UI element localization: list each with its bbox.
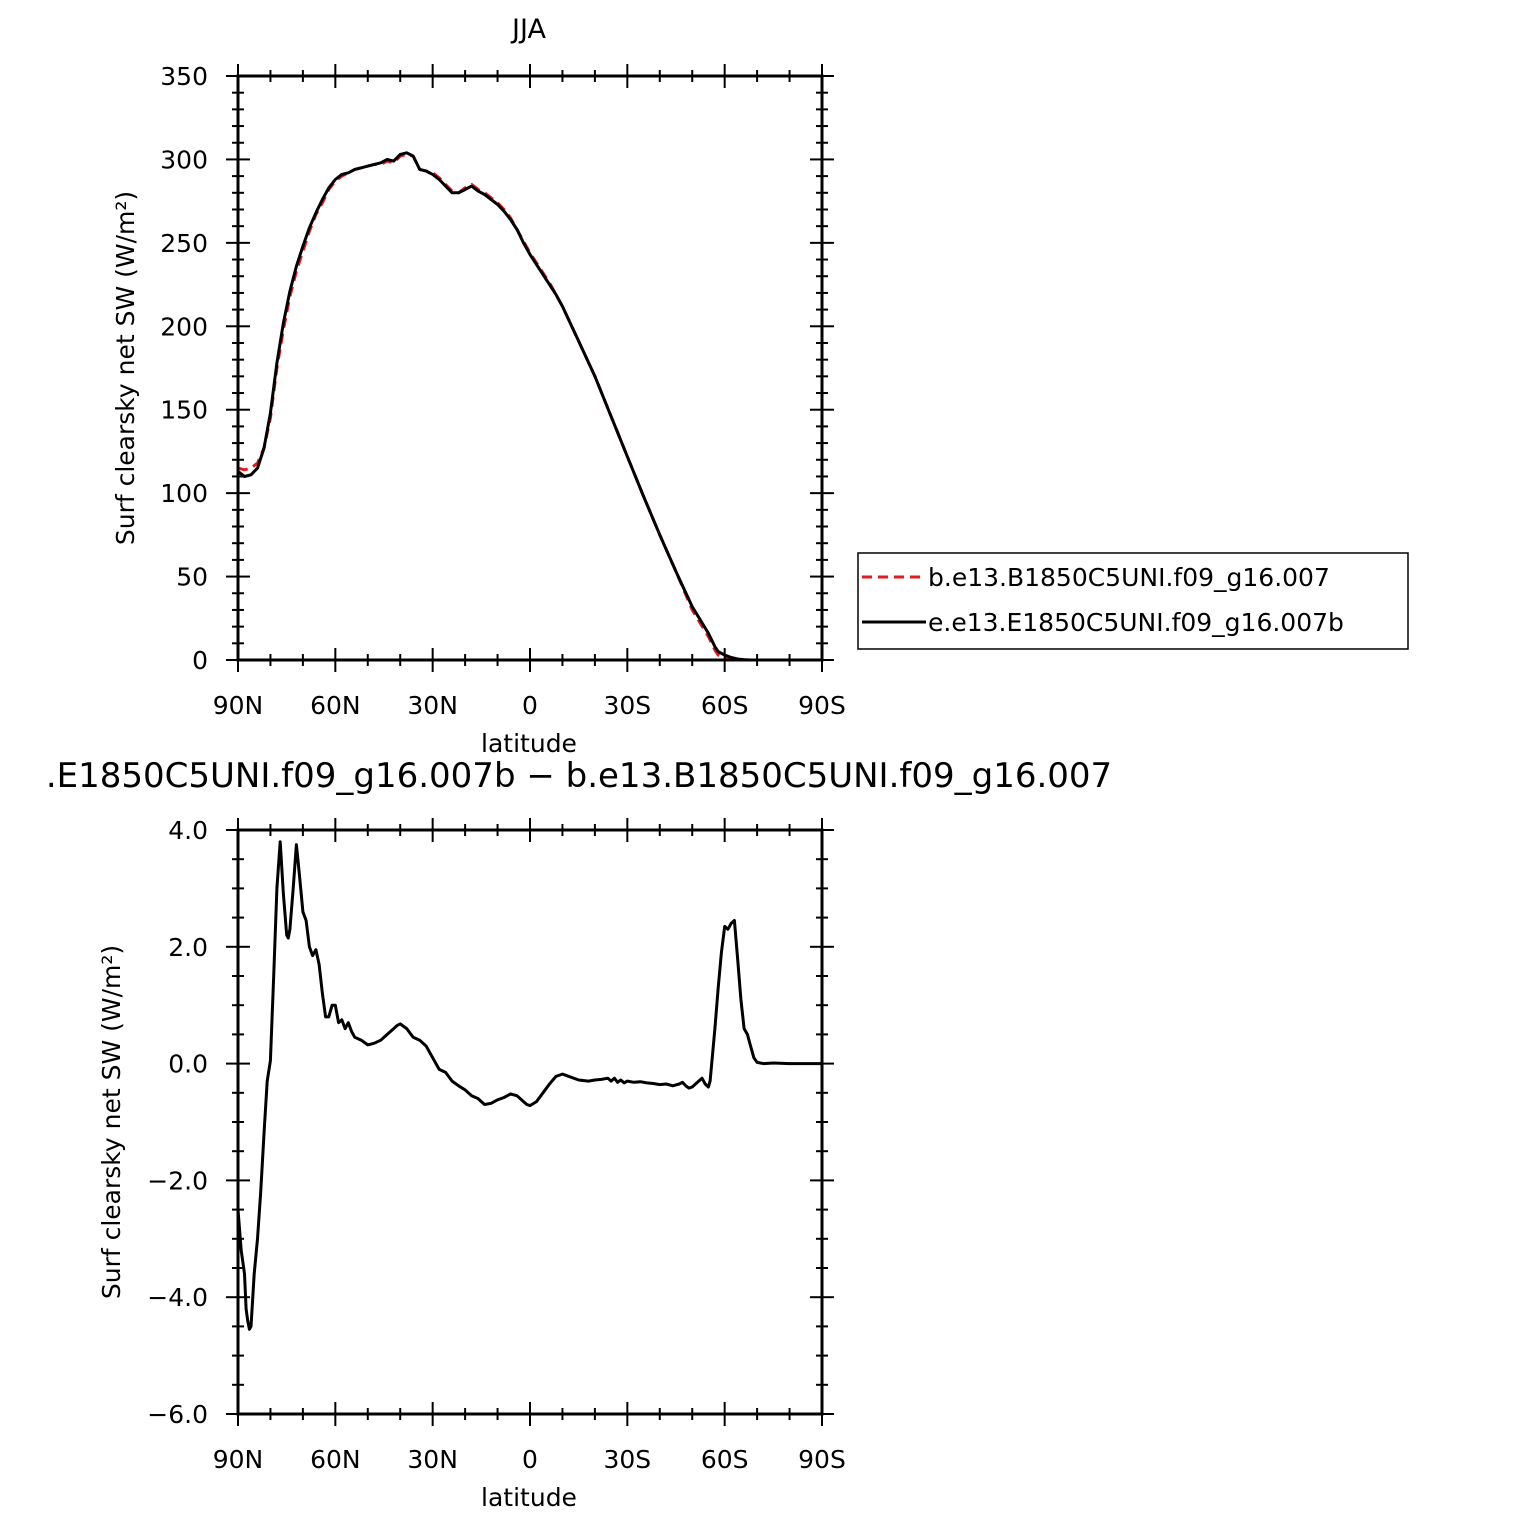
panel-bottom-ylabel: Surf clearsky net SW (W/m²) [97,945,126,1299]
panel-bottom-series-group [236,840,822,1331]
panel-top-x-tick-label: 90N [213,691,264,720]
legend-box [857,552,1409,650]
panel-top-y-tick-label: 250 [160,229,208,258]
panel-bottom-title: .E1850C5UNI.f09_g16.007b − b.e13.B1850C5… [46,756,1112,796]
panel-bottom-plot-frame [236,828,824,1416]
panel-bottom-y-tick-label: 0.0 [168,1050,208,1079]
panel-bottom-x-tick-label: 90S [798,1445,846,1474]
panel-top-y-tick-label: 100 [160,479,208,508]
panel-bottom-x-tick-label: 60S [701,1445,749,1474]
panel-top-ylabel: Surf clearsky net SW (W/m²) [111,191,140,545]
panel-bottom-y-tick-label: −6.0 [147,1400,208,1429]
panel-top-series-line-2 [237,151,822,662]
legend-label-series-1: b.e13.B1850C5UNI.f09_g16.007 [928,563,1330,592]
panel-top-y-tick-label: 0 [192,646,208,675]
panel-bottom-x-tick-label: 60N [310,1445,361,1474]
panel-bottom-y-tick-label: −4.0 [147,1283,208,1312]
panel-bottom-x-tick-label: 30S [603,1445,651,1474]
panel-top-plot-frame [236,74,824,662]
panel-bottom-xlabel: latitude [481,1483,577,1512]
legend-label-series-2: e.e13.E1850C5UNI.f09_g16.007b [928,608,1344,637]
panel-top-y-tick-label: 50 [176,563,208,592]
panel-top-y-tick-label: 150 [160,396,208,425]
panel-bottom: .E1850C5UNI.f09_g16.007b − b.e13.B1850C5… [46,756,1112,1512]
panel-top-x-tick-label: 90S [798,691,846,720]
panel-bottom-x-tick-label: 90N [213,1445,264,1474]
panel-top-y-tick-label: 200 [160,312,208,341]
panel-top-series-line-1 [237,152,822,662]
legend: b.e13.B1850C5UNI.f09_g16.007 e.e13.E1850… [857,552,1409,650]
panel-top-title: JJA [510,14,546,45]
panel-top-x-tick-label: 30S [603,691,651,720]
panel-bottom-y-tick-label: −2.0 [147,1166,208,1195]
panel-top-series-group [237,151,822,662]
panel-bottom-x-tick-label: 30N [407,1445,458,1474]
panel-bottom-x-tick-label: 0 [522,1445,538,1474]
panel-top-xlabel: latitude [481,729,577,758]
panel-top-y-tick-label: 300 [160,145,208,174]
panel-bottom-y-tick-label: 4.0 [168,816,208,845]
panel-bottom-axes: 90N 60N 30N 0 30S 60S 90S −6.0 −4.0 −2.0 0.0 2.0 4.0 [147,816,846,1474]
panel-top-axes: 90N 60N 30N 0 30S 60S 90S 0 50 100 150 200 250 300 350 [160,62,846,720]
panel-top-x-tick-label: 30N [407,691,458,720]
panel-top-x-tick-label: 0 [522,691,538,720]
panel-top-y-tick-label: 350 [160,62,208,91]
panel-bottom-series-line-1 [236,840,822,1331]
panel-top-x-tick-label: 60S [701,691,749,720]
panel-top: JJA 90N 60N 30N 0 30S 60S 90S 0 50 100 150 200 250 30… [111,14,846,758]
panel-top-x-tick-label: 60N [310,691,361,720]
panel-bottom-y-tick-label: 2.0 [168,933,208,962]
